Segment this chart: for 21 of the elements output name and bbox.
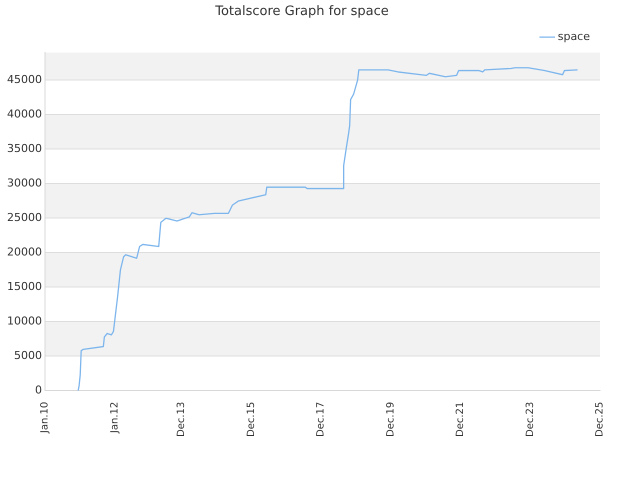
y-tick-label: 0 bbox=[34, 384, 42, 397]
x-tick-label: Dec.13 bbox=[176, 402, 188, 438]
x-tick-label: Jan.10 bbox=[40, 402, 51, 434]
y-tick-label: 40000 bbox=[6, 108, 42, 121]
x-tick-label: Dec.17 bbox=[316, 402, 327, 438]
y-tick-label: 45000 bbox=[6, 73, 42, 86]
x-tick-label: Jan.12 bbox=[109, 402, 120, 434]
x-tick-label: Dec.19 bbox=[385, 402, 396, 438]
y-tick-label: 35000 bbox=[6, 142, 42, 156]
y-tick-label: 20000 bbox=[6, 246, 42, 259]
y-tick-label: 5000 bbox=[14, 349, 42, 362]
y-tick-label: 25000 bbox=[6, 211, 42, 224]
y-tick-label: 30000 bbox=[6, 176, 42, 190]
chart-title: Totalscore Graph for space bbox=[214, 4, 389, 20]
x-tick-label: Dec.23 bbox=[524, 402, 536, 438]
legend-label: space bbox=[558, 30, 590, 43]
x-tick-label: Dec.21 bbox=[455, 402, 466, 438]
y-tick-label: 15000 bbox=[6, 280, 42, 294]
x-tick-label: Dec.15 bbox=[246, 402, 257, 438]
y-tick-label: 10000 bbox=[6, 314, 42, 328]
x-tick-label: Dec.25 bbox=[594, 402, 606, 438]
